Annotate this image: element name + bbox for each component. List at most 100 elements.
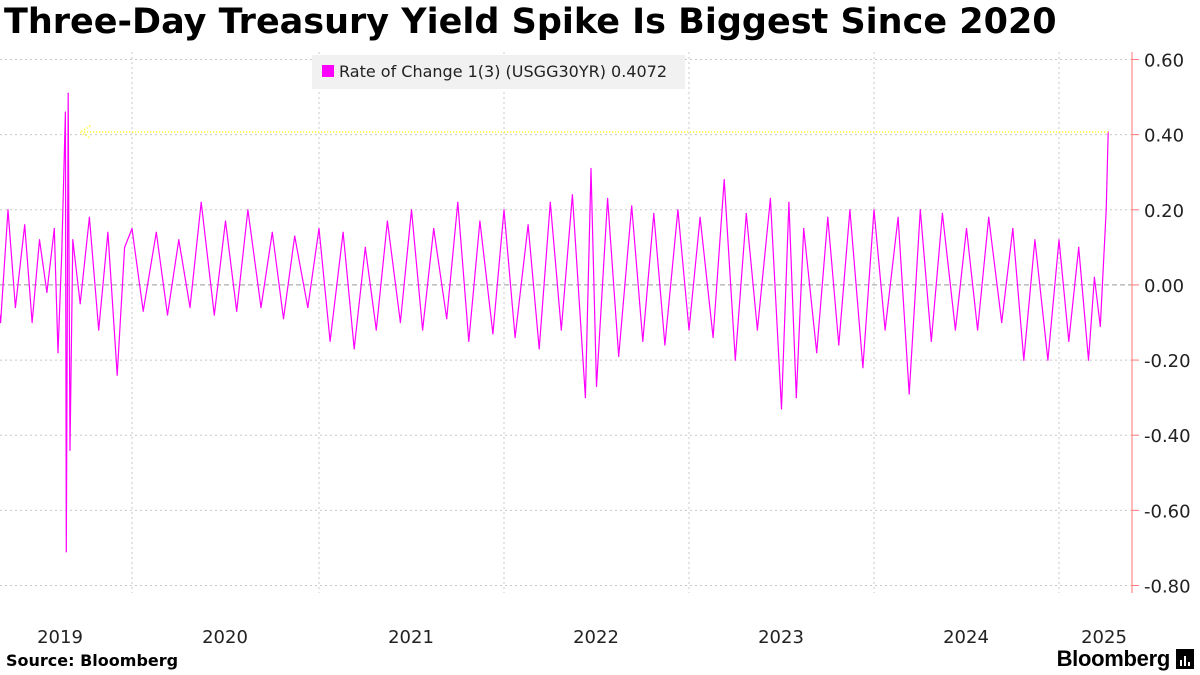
data-point: [31, 321, 33, 324]
data-point: [688, 329, 690, 331]
y-tick-label: -0.60: [1144, 501, 1191, 522]
data-point: [88, 216, 90, 218]
legend-label: Rate of Change 1(3) (USGG30YR) 0.4072: [339, 62, 667, 81]
data-point: [46, 291, 48, 293]
x-tick-label: 2020: [202, 627, 248, 648]
data-point: [584, 397, 587, 399]
data-point: [0, 321, 2, 324]
y-tick-label: 0.20: [1144, 201, 1184, 222]
data-point: [375, 329, 377, 331]
y-tick-label: -0.20: [1144, 351, 1191, 372]
data-point: [53, 228, 55, 230]
x-tick-label: 2021: [388, 627, 434, 648]
data-point: [386, 220, 388, 222]
logo-wordmark: Bloomberg: [1056, 646, 1171, 671]
data-point: [260, 306, 262, 309]
data-point: [479, 220, 481, 222]
data-point: [294, 235, 296, 237]
data-point: [1078, 246, 1080, 248]
data-point: [642, 340, 644, 342]
data-point: [538, 348, 540, 350]
data-point: [65, 551, 67, 553]
data-point: [24, 224, 26, 226]
data-point: [954, 329, 957, 331]
data-point: [1093, 276, 1095, 278]
chart-title: Three-Day Treasury Yield Spike Is Bigges…: [4, 2, 1057, 42]
data-point: [712, 336, 714, 339]
series-line: [0, 92, 1109, 553]
data-point: [595, 385, 598, 387]
data-point: [745, 212, 747, 215]
y-tick-label: 0.60: [1144, 51, 1184, 72]
data-point: [61, 254, 63, 256]
data-point: [14, 306, 16, 309]
data-point: [1047, 359, 1049, 361]
data-point: [446, 318, 448, 320]
data-point: [827, 216, 829, 218]
data-point: [873, 209, 875, 211]
data-point: [124, 246, 126, 248]
data-point: [213, 314, 215, 316]
data-point: [307, 306, 309, 309]
data-point: [236, 310, 238, 312]
data-point: [247, 209, 249, 211]
data-point: [1087, 359, 1090, 361]
x-tick-label: 2019: [37, 627, 83, 648]
data-point: [107, 231, 109, 233]
data-point: [919, 209, 921, 211]
data-point: [72, 239, 74, 241]
data-point: [527, 224, 529, 226]
data-point: [271, 231, 273, 233]
x-tick-label: 2024: [943, 627, 989, 648]
data-point: [965, 228, 968, 230]
data-point: [492, 333, 494, 335]
data-point: [1001, 321, 1003, 324]
data-point: [155, 231, 157, 233]
annotation-arrow-head: [78, 125, 91, 139]
data-point: [590, 167, 592, 170]
data-point: [329, 340, 331, 342]
data-point: [1058, 239, 1060, 241]
data-point: [410, 209, 413, 211]
data-point: [67, 92, 69, 94]
data-point: [677, 209, 679, 211]
chart-logo-icon: [1176, 649, 1194, 669]
y-tick-label: 0.40: [1144, 126, 1184, 147]
data-point: [282, 318, 285, 320]
data-point: [988, 216, 990, 218]
data-point: [422, 329, 424, 331]
source-note: Source: Bloomberg: [6, 651, 179, 670]
x-tick-label: 2023: [758, 627, 804, 648]
data-point: [503, 209, 505, 211]
data-point: [98, 329, 100, 331]
bloomberg-logo: Bloomberg: [1057, 646, 1194, 672]
data-point: [897, 216, 899, 218]
data-point: [930, 340, 932, 342]
data-point: [849, 209, 851, 211]
data-point: [189, 306, 191, 309]
data-point: [769, 197, 772, 200]
data-point: [224, 220, 227, 222]
data-point: [838, 344, 840, 346]
data-point: [756, 329, 759, 331]
data-point: [1105, 209, 1107, 211]
data-point: [1034, 239, 1036, 241]
data-point: [723, 179, 725, 181]
data-point: [166, 314, 169, 316]
data-point: [457, 201, 459, 203]
data-point: [57, 352, 59, 354]
data-point: [364, 246, 366, 248]
data-point: [342, 231, 344, 233]
data-point: [941, 212, 944, 215]
data-point: [862, 367, 864, 369]
data-point: [178, 239, 180, 241]
data-point: [399, 321, 401, 324]
data-point: [618, 355, 620, 357]
data-point: [977, 329, 979, 331]
data-point: [631, 205, 633, 207]
data-point: [116, 374, 118, 376]
data-point: [69, 449, 71, 451]
data-point: [908, 393, 910, 395]
legend-swatch: [322, 65, 334, 77]
